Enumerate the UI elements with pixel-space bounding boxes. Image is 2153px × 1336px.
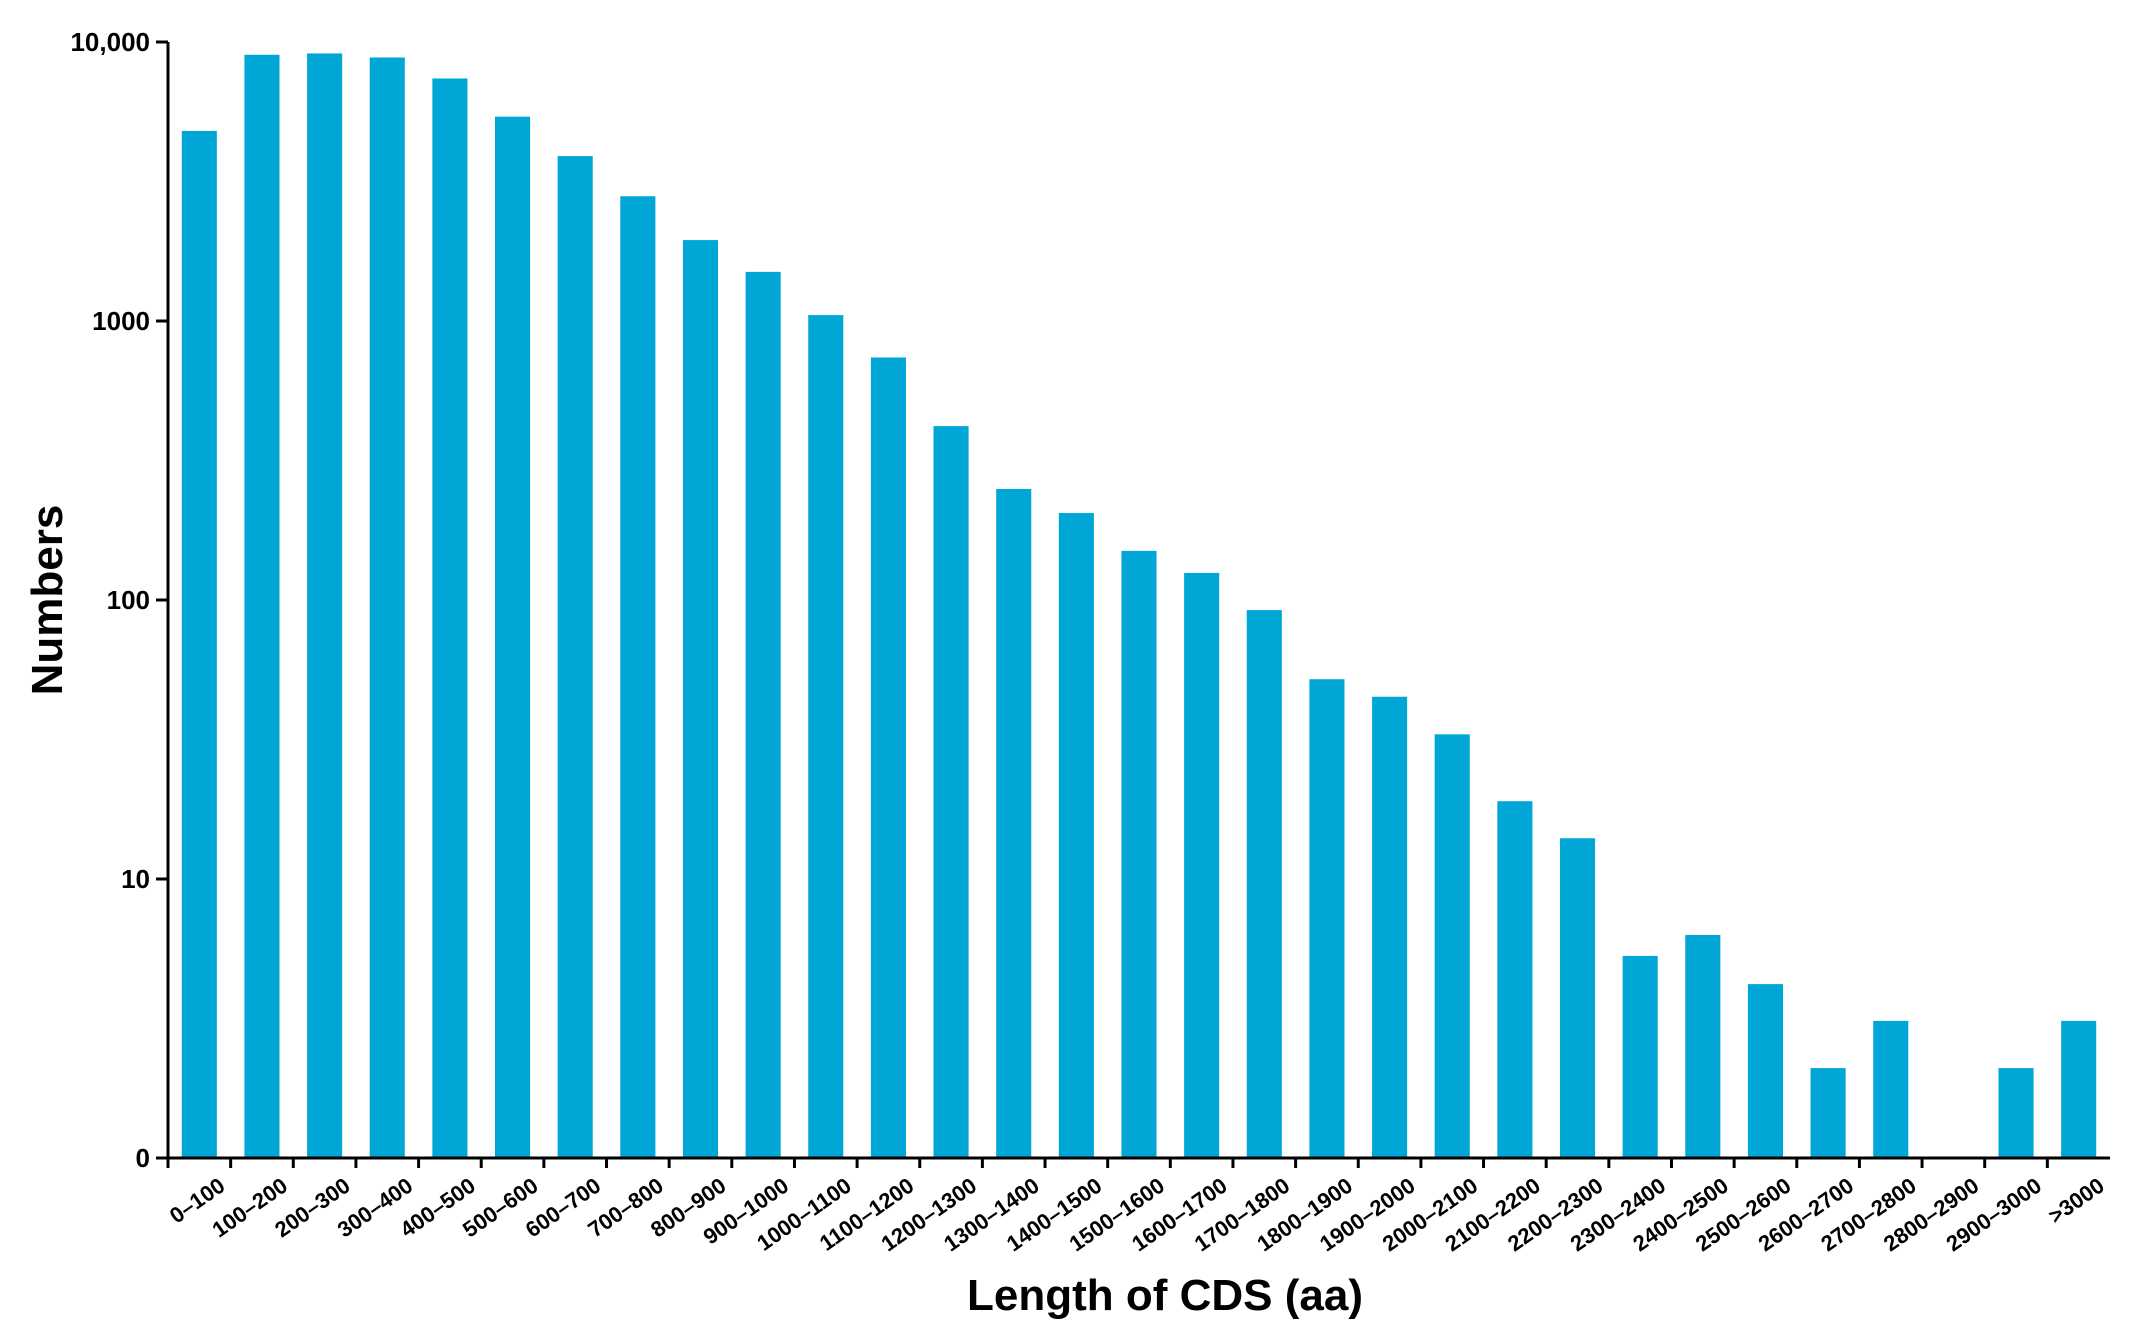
bar bbox=[2061, 1020, 2097, 1158]
x-axis-title: Length of CDS (aa) bbox=[967, 1271, 1363, 1320]
bar bbox=[1309, 679, 1345, 1158]
bar bbox=[1559, 838, 1596, 1158]
y-axis-title: Numbers bbox=[23, 505, 72, 696]
bar bbox=[1497, 801, 1533, 1158]
bar bbox=[1121, 550, 1157, 1158]
bar bbox=[1058, 513, 1094, 1158]
bar bbox=[996, 488, 1032, 1158]
bar bbox=[181, 130, 217, 1158]
bar bbox=[1622, 955, 1658, 1158]
bar bbox=[1747, 984, 1783, 1158]
bar bbox=[1998, 1068, 2034, 1158]
x-ticks-group: 0–100100–200200–300300–400400–500500–600… bbox=[165, 1158, 2109, 1256]
x-tick-label: >3000 bbox=[2044, 1173, 2109, 1229]
y-tick-label: 0 bbox=[136, 1143, 150, 1173]
bar bbox=[1685, 934, 1721, 1158]
bar bbox=[432, 78, 468, 1158]
y-tick-label: 10,000 bbox=[70, 27, 150, 57]
bar bbox=[682, 240, 719, 1159]
y-tick-label: 10 bbox=[121, 864, 150, 894]
y-ticks-group: 0 10 100 1000 10,000 bbox=[70, 27, 168, 1173]
bar bbox=[1434, 734, 1470, 1158]
bar bbox=[745, 271, 781, 1158]
bar bbox=[808, 315, 844, 1158]
bars-group bbox=[181, 53, 2097, 1159]
bar bbox=[1873, 1020, 1909, 1158]
bar bbox=[244, 54, 280, 1158]
bar bbox=[870, 357, 906, 1158]
bar bbox=[495, 116, 531, 1159]
bar bbox=[307, 53, 343, 1158]
y-tick-label: 1000 bbox=[92, 306, 150, 336]
bar bbox=[1810, 1068, 1846, 1158]
bar bbox=[620, 196, 656, 1158]
bar bbox=[1372, 696, 1408, 1158]
bar bbox=[369, 57, 405, 1158]
bar bbox=[1184, 572, 1220, 1158]
y-tick-label: 100 bbox=[107, 585, 150, 615]
bar bbox=[557, 156, 593, 1159]
bar bbox=[1246, 610, 1282, 1158]
bar bbox=[933, 426, 969, 1159]
